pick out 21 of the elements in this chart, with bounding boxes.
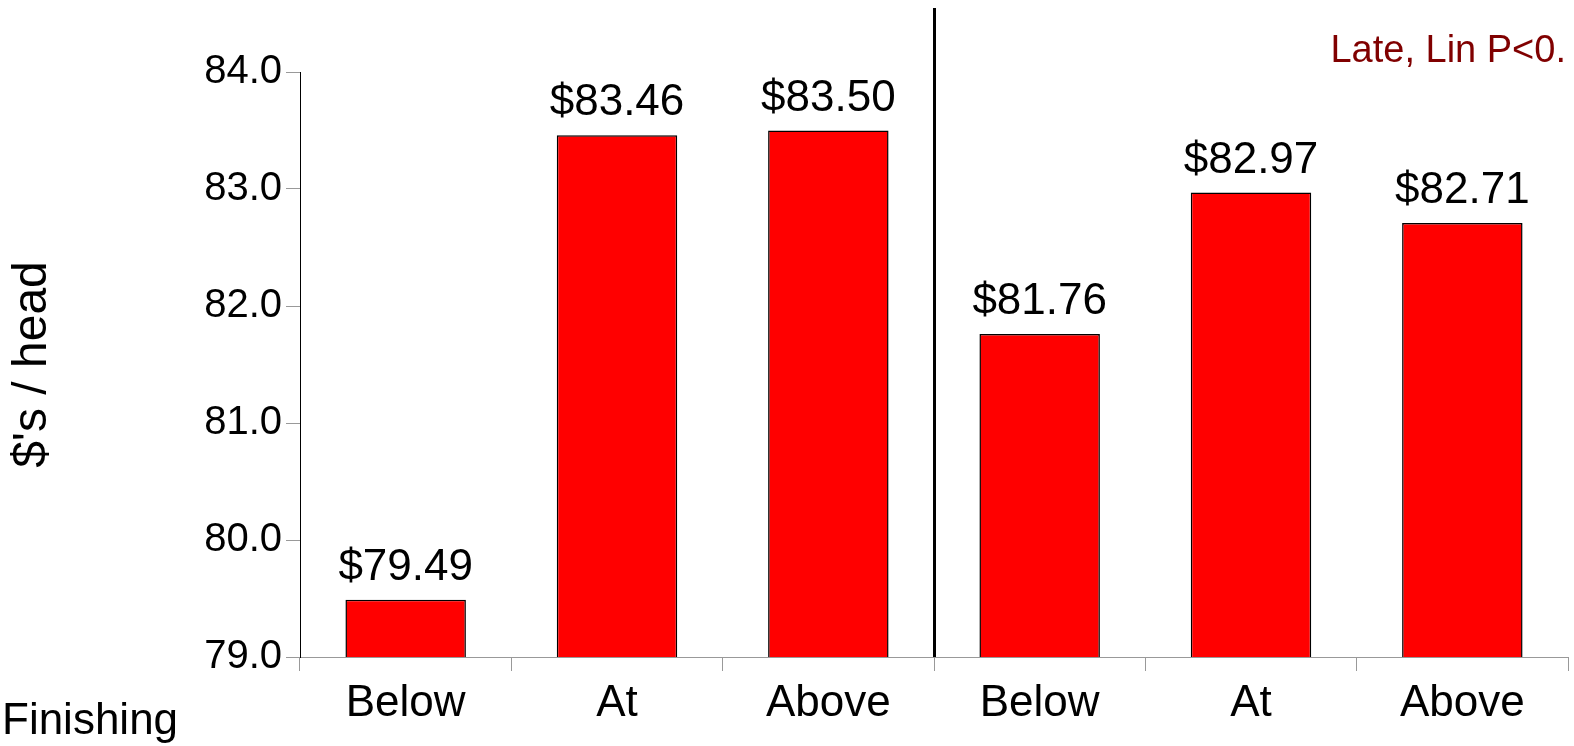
x-tick-label: Below <box>979 675 1100 725</box>
data-label: $82.97 <box>1183 132 1319 182</box>
x-tick-label: At <box>596 675 638 725</box>
y-tick-label: 80.0 <box>204 515 282 560</box>
y-axis-title: $'s / head <box>3 261 57 468</box>
y-tick-label: 81.0 <box>204 398 282 443</box>
data-label: $82.71 <box>1395 163 1530 213</box>
text: Late, Lin P<0. <box>1330 28 1566 71</box>
x-tick-label: At <box>1230 675 1272 725</box>
data-label: $83.50 <box>761 70 896 120</box>
x-tick-label: Above <box>765 675 891 725</box>
y-tick-label: 79.0 <box>204 632 282 677</box>
text: Finishing <box>2 694 179 744</box>
x-tick-label: Below <box>345 675 466 725</box>
x-tick-label: Above <box>1399 675 1525 725</box>
data-label: $81.76 <box>972 274 1107 324</box>
y-tick-label: 83.0 <box>204 164 282 209</box>
data-label: $79.49 <box>338 539 473 589</box>
y-tick-label: 82.0 <box>204 281 282 326</box>
data-label: $83.46 <box>549 75 685 125</box>
y-tick-label: 84.0 <box>204 47 282 92</box>
